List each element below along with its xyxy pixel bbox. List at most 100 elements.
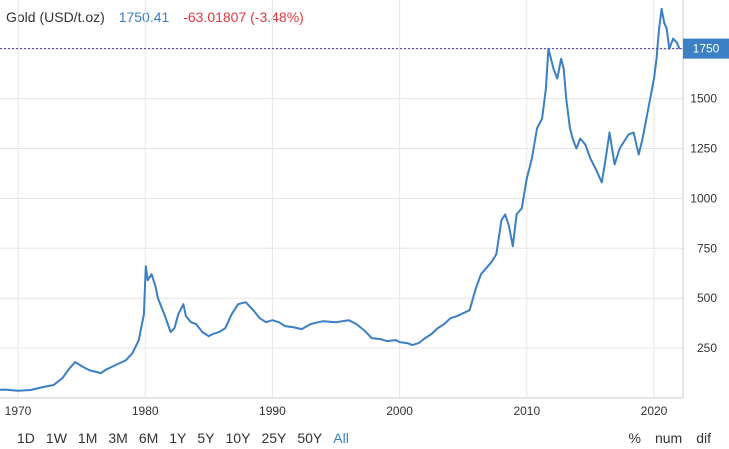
- data-point: [500, 219, 502, 221]
- data-point: [42, 386, 45, 388]
- data-point: [301, 328, 303, 330]
- data-point: [516, 213, 518, 215]
- data-point: [594, 167, 597, 170]
- chart-grid: [0, 0, 684, 399]
- data-point: [575, 147, 578, 150]
- range-button-50y[interactable]: 50Y: [297, 430, 323, 446]
- data-point: [638, 153, 640, 156]
- data-point: [212, 333, 214, 335]
- data-point: [170, 331, 172, 333]
- data-point: [552, 68, 555, 70]
- data-point: [678, 48, 681, 50]
- y-tick-label: 1500: [690, 92, 717, 106]
- data-point: [619, 147, 621, 150]
- mode-button-num[interactable]: num: [654, 430, 683, 446]
- data-point: [565, 98, 567, 100]
- range-button-25y[interactable]: 25Y: [261, 430, 287, 446]
- y-tick-label: 1250: [690, 142, 717, 156]
- chart-header: Gold (USD/t.oz) 1750.41 -63.01807 (-3.48…: [6, 9, 314, 25]
- data-point: [17, 390, 19, 392]
- data-point: [614, 163, 616, 166]
- data-point: [157, 297, 159, 299]
- x-tick-label: 2020: [641, 404, 668, 418]
- data-point: [185, 315, 187, 317]
- data-point: [411, 344, 413, 346]
- range-button-6m[interactable]: 6M: [138, 430, 159, 446]
- y-axis: 250 500 750 1000 1250 1500: [690, 92, 717, 356]
- data-point: [508, 225, 510, 227]
- data-point: [317, 321, 319, 323]
- current-price-marker: 1750: [0, 38, 729, 59]
- range-button-3m[interactable]: 3M: [108, 430, 128, 446]
- data-point: [265, 321, 267, 323]
- mode-button-percent[interactable]: %: [628, 430, 641, 446]
- y-tick-label: 250: [697, 341, 717, 355]
- range-button-1m[interactable]: 1M: [77, 430, 98, 446]
- price-series-points: [4, 8, 681, 392]
- y-tick-label: 500: [697, 291, 717, 305]
- range-button-1d[interactable]: 1D: [17, 430, 35, 446]
- data-point: [163, 313, 165, 315]
- data-point: [531, 157, 533, 160]
- data-point: [437, 327, 439, 329]
- x-tick-label: 1990: [259, 404, 286, 418]
- data-point: [456, 315, 458, 317]
- data-point: [658, 28, 660, 30]
- data-point: [61, 377, 64, 379]
- data-point: [601, 181, 603, 183]
- data-point: [663, 22, 665, 24]
- data-point: [480, 273, 482, 275]
- data-point: [395, 339, 397, 341]
- data-point: [676, 42, 678, 44]
- mode-selector: % num dif: [615, 430, 711, 446]
- data-point: [556, 78, 558, 80]
- data-point: [100, 372, 102, 374]
- data-point: [252, 309, 254, 311]
- data-point: [550, 58, 552, 60]
- data-point: [237, 303, 239, 305]
- data-point: [605, 157, 607, 160]
- data-point: [541, 118, 543, 120]
- current-price-badge: [683, 38, 729, 59]
- data-point: [151, 273, 153, 275]
- x-tick-label: 2010: [513, 404, 540, 418]
- data-point: [386, 340, 388, 342]
- data-point: [521, 207, 523, 209]
- data-point: [53, 384, 55, 386]
- data-point: [355, 323, 357, 325]
- data-point: [547, 48, 550, 50]
- data-point: [579, 137, 581, 140]
- data-point: [348, 319, 350, 321]
- range-button-all[interactable]: All: [333, 430, 349, 446]
- range-button-1y[interactable]: 1Y: [169, 430, 187, 446]
- data-point: [292, 326, 294, 328]
- data-point: [495, 253, 497, 255]
- data-point: [469, 309, 471, 311]
- data-point: [177, 313, 179, 315]
- data-point: [106, 368, 108, 370]
- range-button-10y[interactable]: 10Y: [225, 430, 251, 446]
- data-point: [201, 331, 203, 333]
- x-tick-label: 1970: [5, 404, 32, 418]
- data-point: [649, 98, 651, 100]
- data-point: [449, 317, 452, 319]
- y-tick-label: 750: [697, 241, 717, 255]
- data-point: [322, 320, 324, 322]
- data-point: [278, 321, 280, 323]
- range-button-5y[interactable]: 5Y: [197, 430, 215, 446]
- data-point: [88, 369, 90, 371]
- data-point: [569, 127, 571, 130]
- mode-button-dif[interactable]: dif: [696, 430, 711, 446]
- data-point: [119, 362, 121, 364]
- data-point: [371, 337, 373, 339]
- data-point: [418, 342, 420, 344]
- data-point: [424, 337, 426, 339]
- range-button-1w[interactable]: 1W: [45, 430, 67, 446]
- data-point: [608, 131, 611, 134]
- data-point: [125, 359, 127, 361]
- data-point: [584, 143, 586, 146]
- data-point: [443, 323, 445, 325]
- data-point: [231, 313, 233, 315]
- data-point: [145, 265, 147, 267]
